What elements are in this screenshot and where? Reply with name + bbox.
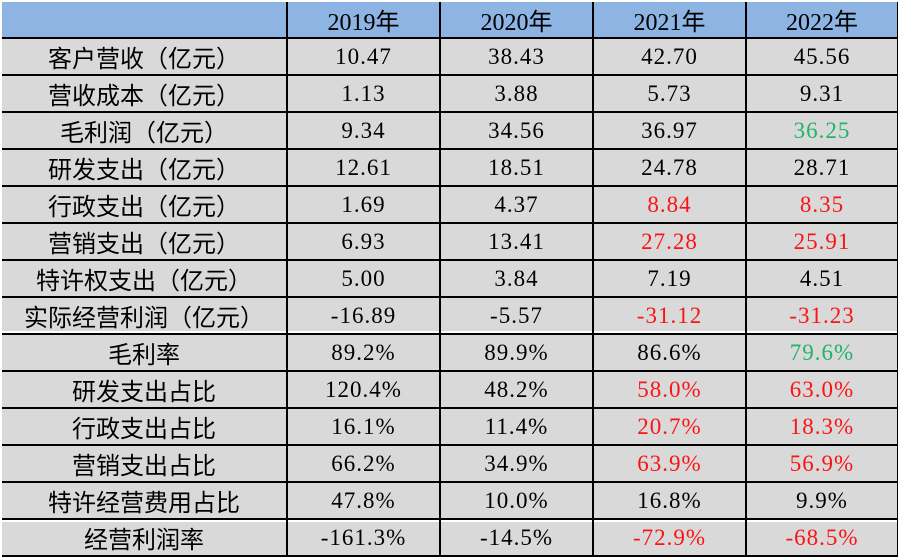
table-row: 经营利润率 -161.3% -14.5% -72.9% -68.5% — [2, 519, 898, 557]
value-cell[interactable]: 4.37 — [440, 186, 594, 224]
value-cell[interactable]: 45.56 — [746, 38, 898, 76]
value-cell[interactable]: 6.93 — [287, 223, 441, 261]
table-row: 行政支出占比 16.1% 11.4% 20.7% 18.3% — [2, 408, 898, 446]
value-cell[interactable]: 3.84 — [440, 260, 594, 298]
value-cell[interactable]: 38.43 — [440, 38, 594, 76]
value-cell[interactable]: 5.73 — [593, 75, 747, 113]
value-cell[interactable]: 56.9% — [746, 445, 898, 483]
value-cell[interactable]: -68.5% — [746, 519, 898, 557]
table-row: 营销支出占比 66.2% 34.9% 63.9% 56.9% — [2, 445, 898, 483]
table-body: 客户营收（亿元） 10.47 38.43 42.70 45.56 营收成本（亿元） 1.13… — [2, 38, 898, 557]
value-cell[interactable]: 36.97 — [593, 112, 747, 150]
value-cell[interactable]: 9.31 — [746, 75, 898, 113]
value-cell[interactable]: -72.9% — [593, 519, 747, 557]
value-cell[interactable]: 34.56 — [440, 112, 594, 150]
value-cell[interactable]: 66.2% — [287, 445, 441, 483]
row-label-cell[interactable]: 毛利率 — [2, 334, 288, 372]
corner-cell[interactable] — [2, 2, 288, 39]
row-label-cell[interactable]: 营收成本（亿元） — [2, 75, 288, 113]
table-row: 特许经营费用占比 47.8% 10.0% 16.8% 9.9% — [2, 482, 898, 520]
value-cell[interactable]: 20.7% — [593, 408, 747, 446]
value-cell[interactable]: 42.70 — [593, 38, 747, 76]
value-cell[interactable]: 16.8% — [593, 482, 747, 520]
value-cell[interactable]: 18.51 — [440, 149, 594, 187]
value-cell[interactable]: 9.34 — [287, 112, 441, 150]
value-cell[interactable]: 48.2% — [440, 371, 594, 409]
value-cell[interactable]: 8.84 — [593, 186, 747, 224]
value-cell[interactable]: -5.57 — [440, 297, 594, 335]
header-row: 2019年 2020年 2021年 2022年 — [2, 2, 898, 39]
row-label-cell[interactable]: 特许权支出（亿元） — [2, 260, 288, 298]
value-cell[interactable]: -31.12 — [593, 297, 747, 335]
value-cell[interactable]: 24.78 — [593, 149, 747, 187]
row-label-cell[interactable]: 营销支出占比 — [2, 445, 288, 483]
value-cell[interactable]: 28.71 — [746, 149, 898, 187]
value-cell[interactable]: 79.6% — [746, 334, 898, 372]
value-cell[interactable]: 8.35 — [746, 186, 898, 224]
value-cell[interactable]: 58.0% — [593, 371, 747, 409]
row-label-cell[interactable]: 特许经营费用占比 — [2, 482, 288, 520]
value-cell[interactable]: 10.47 — [287, 38, 441, 76]
value-cell[interactable]: 11.4% — [440, 408, 594, 446]
table-row: 实际经营利润（亿元） -16.89 -5.57 -31.12 -31.23 — [2, 297, 898, 335]
value-cell[interactable]: 120.4% — [287, 371, 441, 409]
value-cell[interactable]: 1.69 — [287, 186, 441, 224]
table-row: 研发支出（亿元） 12.61 18.51 24.78 28.71 — [2, 149, 898, 187]
year-header-cell[interactable]: 2020年 — [440, 2, 594, 39]
value-cell[interactable]: -14.5% — [440, 519, 594, 557]
row-label-cell[interactable]: 研发支出占比 — [2, 371, 288, 409]
year-header-cell[interactable]: 2021年 — [593, 2, 747, 39]
value-cell[interactable]: 63.9% — [593, 445, 747, 483]
row-label-cell[interactable]: 经营利润率 — [2, 519, 288, 557]
table-row: 研发支出占比 120.4% 48.2% 58.0% 63.0% — [2, 371, 898, 409]
value-cell[interactable]: 63.0% — [746, 371, 898, 409]
row-label-cell[interactable]: 行政支出占比 — [2, 408, 288, 446]
value-cell[interactable]: -161.3% — [287, 519, 441, 557]
table-row: 特许权支出（亿元） 5.00 3.84 7.19 4.51 — [2, 260, 898, 298]
value-cell[interactable]: 4.51 — [746, 260, 898, 298]
table-row: 营收成本（亿元） 1.13 3.88 5.73 9.31 — [2, 75, 898, 113]
value-cell[interactable]: 86.6% — [593, 334, 747, 372]
value-cell[interactable]: 3.88 — [440, 75, 594, 113]
value-cell[interactable]: 10.0% — [440, 482, 594, 520]
value-cell[interactable]: 9.9% — [746, 482, 898, 520]
row-label-cell[interactable]: 营销支出（亿元） — [2, 223, 288, 261]
value-cell[interactable]: -16.89 — [287, 297, 441, 335]
row-label-cell[interactable]: 实际经营利润（亿元） — [2, 297, 288, 335]
table-row: 营销支出（亿元） 6.93 13.41 27.28 25.91 — [2, 223, 898, 261]
row-label-cell[interactable]: 行政支出（亿元） — [2, 186, 288, 224]
value-cell[interactable]: 5.00 — [287, 260, 441, 298]
value-cell[interactable]: 1.13 — [287, 75, 441, 113]
value-cell[interactable]: 27.28 — [593, 223, 747, 261]
year-header-cell[interactable]: 2022年 — [746, 2, 898, 39]
value-cell[interactable]: 16.1% — [287, 408, 441, 446]
row-label-cell[interactable]: 毛利润（亿元） — [2, 112, 288, 150]
table-row: 客户营收（亿元） 10.47 38.43 42.70 45.56 — [2, 38, 898, 76]
table-row: 行政支出（亿元） 1.69 4.37 8.84 8.35 — [2, 186, 898, 224]
value-cell[interactable]: 47.8% — [287, 482, 441, 520]
value-cell[interactable]: 12.61 — [287, 149, 441, 187]
row-label-cell[interactable]: 研发支出（亿元） — [2, 149, 288, 187]
value-cell[interactable]: 89.2% — [287, 334, 441, 372]
value-cell[interactable]: 89.9% — [440, 334, 594, 372]
value-cell[interactable]: 7.19 — [593, 260, 747, 298]
table-row: 毛利率 89.2% 89.9% 86.6% 79.6% — [2, 334, 898, 372]
year-header-cell[interactable]: 2019年 — [287, 2, 441, 39]
table-row: 毛利润（亿元） 9.34 34.56 36.97 36.25 — [2, 112, 898, 150]
value-cell[interactable]: 13.41 — [440, 223, 594, 261]
value-cell[interactable]: -31.23 — [746, 297, 898, 335]
row-label-cell[interactable]: 客户营收（亿元） — [2, 38, 288, 76]
value-cell[interactable]: 34.9% — [440, 445, 594, 483]
value-cell[interactable]: 18.3% — [746, 408, 898, 446]
value-cell[interactable]: 36.25 — [746, 112, 898, 150]
value-cell[interactable]: 25.91 — [746, 223, 898, 261]
